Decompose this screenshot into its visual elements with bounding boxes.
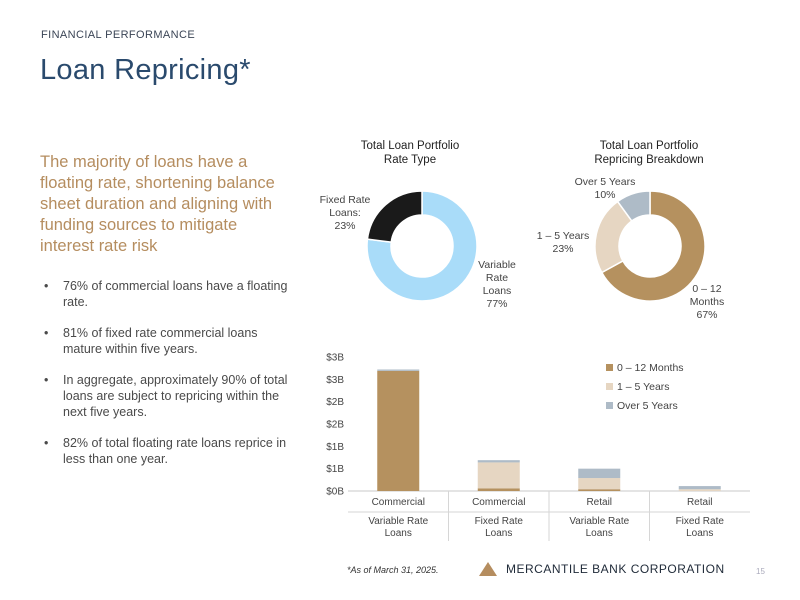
bar-segment-over-5-years	[477, 460, 520, 463]
variable-rate-label: Variable Rate Loans 77%	[462, 259, 532, 311]
donut-slice-fixed-rate-loans	[366, 190, 423, 243]
y-tick-label: $2B	[326, 420, 344, 431]
slice-label-line: Loans	[482, 285, 512, 297]
donut-slice-variable-rate-loans	[366, 190, 478, 302]
y-tick-label: $1B	[326, 464, 344, 475]
slice-label-line: 23%	[552, 243, 574, 255]
legend-label: Over 5 Years	[617, 400, 678, 412]
page-title: Loan Repricing*	[40, 54, 251, 86]
chart-title-line: Rate Type	[383, 154, 437, 166]
fixed-rate-label: Fixed Rate Loans: 23%	[305, 194, 385, 233]
over-5-years-label: Over 5 Years 10%	[560, 176, 650, 202]
legend-swatch	[606, 402, 613, 409]
y-tick-label: $0B	[326, 487, 344, 498]
x-category-label: Loans	[686, 528, 713, 539]
slice-label-line: 10%	[594, 189, 616, 201]
x-category-label: Variable Rate	[368, 516, 428, 527]
slice-label-line: Fixed Rate	[319, 194, 371, 206]
bullet-item: In aggregate, approximately 90% of total…	[40, 372, 290, 420]
y-tick-label: $1B	[326, 442, 344, 453]
slice-label-line: Rate	[485, 272, 509, 284]
bar-segment-1-5-years	[678, 489, 721, 491]
slice-label-line: 67%	[696, 309, 718, 321]
company-name: MERCANTILE BANK CORPORATION	[506, 562, 725, 576]
x-category-label: Loans	[485, 528, 512, 539]
slice-label-line: 77%	[486, 298, 508, 310]
y-tick-label: $3B	[326, 353, 344, 364]
legend-swatch	[606, 364, 613, 371]
legend-label: 0 – 12 Months	[617, 362, 684, 374]
x-category-label: Commercial	[472, 497, 525, 508]
slice-label-line: 0 – 12	[692, 283, 722, 295]
lead-statement: The majority of loans have a floating ra…	[40, 153, 275, 255]
y-tick-label: $3B	[326, 375, 344, 386]
section-eyebrow: FINANCIAL PERFORMANCE	[41, 29, 196, 41]
bar-segment-1-5-years	[578, 478, 621, 490]
bullet-item: 82% of total floating rate loans reprice…	[40, 435, 290, 467]
chart-title-line: Total Loan Portfolio	[599, 140, 699, 152]
slice-label-line: 1 – 5 Years	[536, 230, 590, 242]
slice-label-line: 23%	[334, 220, 356, 232]
years-1-5-label: 1 – 5 Years 23%	[518, 230, 608, 256]
bar-segment-over-5-years	[678, 486, 721, 490]
page-number: 15	[756, 567, 765, 576]
x-category-label: Retail	[586, 497, 612, 508]
x-category-label: Fixed Rate	[676, 516, 725, 527]
donut-slice-over-5-years	[616, 190, 651, 222]
repricing-chart-title: Total Loan Portfolio Repricing Breakdown	[569, 139, 729, 167]
chart-title-line: Total Loan Portfolio	[360, 140, 460, 152]
bar-segment-0-12-months	[377, 370, 420, 491]
bullet-item: 76% of commercial loans have a floating …	[40, 278, 290, 310]
loan-balance-stacked-bar-chart: $0B $1B $1B $2B $2B $3B $3B Commercial Variable …	[326, 353, 750, 541]
x-category-label: Commercial	[372, 497, 425, 508]
slice-label-line: Loans:	[329, 207, 361, 219]
y-tick-label: $2B	[326, 397, 344, 408]
triangle-logo-icon	[479, 562, 497, 576]
x-category-label: Loans	[586, 528, 613, 539]
x-category-label: Retail	[687, 497, 713, 508]
footnote: *As of March 31, 2025.	[347, 565, 439, 575]
rate-type-chart-title: Total Loan Portfolio Rate Type	[330, 139, 490, 167]
slice-label-line: Months	[689, 296, 725, 308]
x-category-label: Fixed Rate	[475, 516, 524, 527]
donut-slice-0-12-months	[600, 190, 706, 302]
bar-segment-0-12-months	[578, 489, 621, 491]
bar-segment-over-5-years	[578, 468, 621, 479]
repricing-donut-chart	[594, 190, 706, 302]
slice-label-line: Variable	[478, 259, 516, 271]
x-category-label: Loans	[385, 528, 412, 539]
months-0-12-label: 0 – 12 Months 67%	[672, 283, 742, 322]
bar-segment-1-5-years	[477, 462, 520, 489]
bullet-list: 76% of commercial loans have a floating …	[40, 278, 290, 482]
legend-label: 1 – 5 Years	[617, 381, 670, 393]
legend-swatch	[606, 383, 613, 390]
chart-title-line: Repricing Breakdown	[594, 154, 704, 166]
company-logo: MERCANTILE BANK CORPORATION	[478, 561, 725, 577]
bullet-item: 81% of fixed rate commercial loans matur…	[40, 325, 290, 357]
bar-segment-over-5-years	[377, 369, 420, 371]
bar-segment-0-12-months	[477, 488, 520, 491]
rate-type-donut-chart	[366, 190, 478, 302]
slice-label-line: Over 5 Years	[574, 176, 636, 188]
x-category-label: Variable Rate	[569, 516, 629, 527]
